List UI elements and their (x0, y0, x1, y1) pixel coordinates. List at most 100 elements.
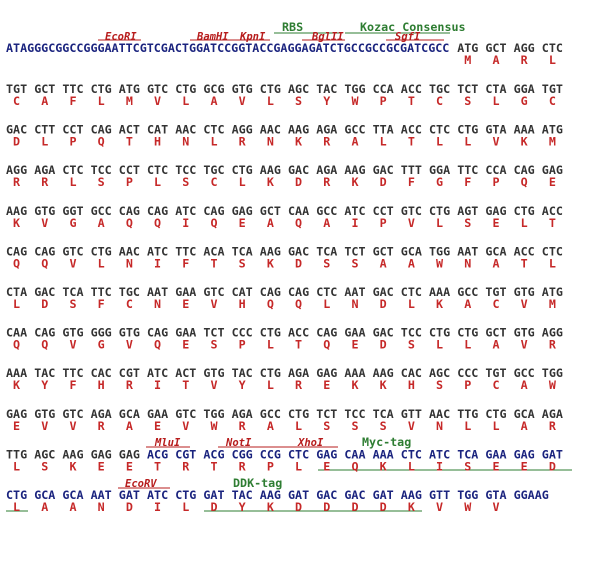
codon: GAT (203, 488, 224, 502)
amino-acid: L (323, 297, 330, 311)
codon: CTG (232, 163, 253, 177)
codon: TCT (203, 326, 224, 340)
codon: GTG (232, 82, 253, 96)
amino-acid: I (154, 256, 161, 270)
amino-acid: L (13, 500, 20, 514)
amino-acid: S (351, 256, 358, 270)
codon: TAC (34, 366, 55, 380)
amino-acid: S (464, 459, 471, 473)
amino-acid: L (154, 175, 161, 189)
codon: AAT (344, 285, 365, 299)
amino-acid: N (267, 135, 274, 149)
codon: GAA (147, 407, 168, 421)
amino-acid: Q (13, 338, 20, 352)
codon: CAA (288, 204, 309, 218)
amino-acid: L (239, 175, 246, 189)
codon: CAT (232, 285, 253, 299)
amino-acid: T (295, 338, 302, 352)
amino-acid: S (408, 338, 415, 352)
codon: TCC (401, 326, 422, 340)
amino-acid: A (351, 135, 358, 149)
codon: CTC (203, 123, 224, 137)
codon: CAG (34, 326, 55, 340)
codon: TGT (485, 366, 506, 380)
amino-acid: D (295, 500, 302, 514)
feature-label: DDK-tag (233, 476, 282, 490)
amino-acid: L (267, 378, 274, 392)
codon: GCC (514, 366, 535, 380)
amino-acid: L (436, 135, 443, 149)
codon: TCT (457, 82, 478, 96)
codon: CTC (316, 285, 337, 299)
amino-acid: L (436, 338, 443, 352)
amino-acid: P (492, 175, 499, 189)
codon: GAG (316, 447, 337, 461)
amino-acid: T (521, 256, 528, 270)
amino-acid: R (182, 459, 190, 473)
codon: CCT (373, 204, 394, 218)
amino-acid: L (182, 94, 189, 108)
codon: AGG (6, 163, 27, 177)
amino-acid: A (380, 256, 387, 270)
amino-acid: K (267, 500, 274, 514)
codon: ACT (175, 366, 196, 380)
amino-acid: D (126, 500, 133, 514)
codon: TGC (429, 82, 450, 96)
codon: GAA (485, 447, 506, 461)
amino-acid: T (126, 135, 133, 149)
amino-acid: Q (295, 216, 302, 230)
amino-acid: D (323, 500, 330, 514)
amino-acid: R (323, 135, 331, 149)
codon: GAC (344, 488, 365, 502)
codon: TGC (203, 163, 224, 177)
amino-acid: K (380, 378, 387, 392)
codon: AGC (288, 82, 309, 96)
codon: CGT (119, 366, 140, 380)
amino-acid: A (41, 500, 48, 514)
codon: CTG (175, 488, 196, 502)
amino-acid: A (126, 419, 133, 433)
codon: GAG (6, 407, 27, 421)
amino-acid: L (210, 135, 217, 149)
codon: CTC (62, 163, 83, 177)
amino-acid: I (351, 216, 358, 230)
codon: GTC (401, 204, 422, 218)
codon: GAC (34, 285, 55, 299)
enzyme-label: KpnI (239, 31, 266, 43)
amino-acid: A (267, 216, 274, 230)
codon: AGT (457, 204, 478, 218)
amino-acid: L (41, 135, 48, 149)
codon: TGT (6, 82, 27, 96)
codon: CTT (34, 123, 55, 137)
amino-acid: N (436, 419, 443, 433)
amino-acid: T (210, 256, 217, 270)
codon: ACC (514, 244, 535, 258)
amino-acid: A (210, 94, 217, 108)
codon: ACG (203, 447, 224, 461)
amino-acid: L (464, 338, 471, 352)
codon: GGA (429, 163, 450, 177)
codon: GAG (232, 204, 253, 218)
amino-acid: R (126, 378, 134, 392)
amino-acid: K (351, 378, 358, 392)
amino-acid: I (154, 500, 161, 514)
amino-acid: L (13, 459, 20, 473)
amino-acid: F (98, 297, 105, 311)
codon: GAT (288, 488, 309, 502)
codon: GAC (316, 488, 337, 502)
codon: TGT (542, 82, 563, 96)
amino-acid: S (98, 175, 105, 189)
amino-acid: W (464, 500, 472, 514)
codon: CTC (401, 285, 422, 299)
amino-acid: S (323, 419, 330, 433)
amino-acid: Q (521, 175, 528, 189)
amino-acid: A (267, 419, 274, 433)
amino-acid: P (464, 378, 471, 392)
feature-label: RBS (282, 20, 303, 34)
codon: CTG (457, 326, 478, 340)
codon: AGC (34, 447, 55, 461)
amino-acid: S (210, 338, 217, 352)
amino-acid: P (267, 459, 274, 473)
codon: CCG (260, 447, 281, 461)
amino-acid: H (98, 378, 105, 392)
